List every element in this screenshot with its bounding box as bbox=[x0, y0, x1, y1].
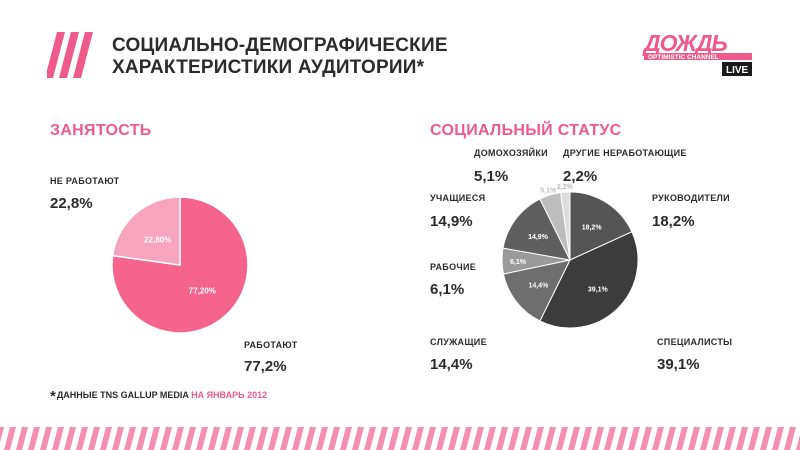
housewives-label: ДОМОХОЗЯЙКИ bbox=[474, 148, 548, 158]
logo-badge-text: LIVE bbox=[726, 65, 749, 76]
employees-label: СЛУЖАЩИЕ bbox=[430, 337, 487, 347]
employees-value: 14,4% bbox=[430, 356, 473, 373]
pie-data-label-руководители: 18,2% bbox=[582, 224, 603, 231]
pie-slice-не-работают bbox=[111, 196, 181, 266]
logo-main-text: ДОЖДЬ bbox=[642, 30, 728, 56]
footnote: *ДАННЫЕ TNS GALLUP MEDIA НА ЯНВАРЬ 2012 bbox=[50, 388, 267, 405]
pie-slice-служащие bbox=[502, 259, 571, 322]
pie-data-label-домохозяйки: 5,1% bbox=[540, 187, 557, 194]
channel-logo: ДОЖДЬ OPTIMISTIC CHANNEL LIVE bbox=[642, 30, 752, 76]
specialists-value: 39,1% bbox=[657, 356, 700, 373]
pie-data-label-учащиеся: 14,9% bbox=[528, 234, 549, 241]
other-label: ДРУГИЕ НЕРАБОТАЮЩИЕ bbox=[563, 148, 687, 158]
employment-heading: ЗАНЯТОСТЬ bbox=[50, 122, 152, 139]
specialists-label: СПЕЦИАЛИСТЫ bbox=[657, 337, 733, 347]
workers-label: РАБОЧИЕ bbox=[430, 262, 477, 272]
employment-pie-chart: 77,20% 22,80% bbox=[111, 196, 249, 334]
pie-data-label-не-работают: 22,80% bbox=[144, 235, 171, 244]
pie-data-label-работают: 77,20% bbox=[189, 287, 216, 296]
footnote-text: ДАННЫЕ TNS GALLUP MEDIA bbox=[56, 390, 192, 400]
not-working-label: НЕ РАБОТАЮТ bbox=[50, 176, 120, 186]
footnote-highlight: НА ЯНВАРЬ 2012 bbox=[191, 390, 268, 400]
page-title-line1: СОЦИАЛЬНО-ДЕМОГРАФИЧЕСКИЕ bbox=[112, 35, 448, 56]
slashes-decoration bbox=[47, 32, 93, 78]
pie-slice-руководители bbox=[569, 191, 633, 261]
students-value: 14,9% bbox=[430, 213, 473, 230]
page-title-line2: ХАРАКТЕРИСТИКИ АУДИТОРИИ* bbox=[112, 57, 425, 78]
pie-data-label-рабочие: 6,1% bbox=[510, 259, 527, 266]
pie-slice-специалисты bbox=[539, 231, 639, 329]
logo-sub-text: OPTIMISTIC CHANNEL bbox=[648, 54, 719, 61]
working-label: РАБОТАЮТ bbox=[244, 340, 298, 350]
managers-label: РУКОВОДИТЕЛИ bbox=[652, 193, 730, 203]
workers-value: 6,1% bbox=[430, 281, 465, 298]
working-value: 77,2% bbox=[244, 358, 287, 375]
pie-data-label-служащие: 14,4% bbox=[528, 283, 549, 290]
housewives-value: 5,1% bbox=[474, 168, 509, 185]
not-working-value: 22,8% bbox=[50, 195, 93, 212]
footnote-star: * bbox=[50, 388, 56, 405]
pie-data-label-другие-неработающие: 2,2% bbox=[557, 184, 574, 191]
page-title: СОЦИАЛЬНО-ДЕМОГРАФИЧЕСКИЕ ХАРАКТЕРИСТИКИ… bbox=[112, 35, 448, 79]
bottom-stripes-decoration bbox=[0, 427, 800, 450]
managers-value: 18,2% bbox=[652, 213, 695, 230]
pie-data-label-специалисты: 39,1% bbox=[588, 287, 609, 294]
other-value: 2,2% bbox=[563, 168, 598, 185]
students-label: УЧАЩИЕСЯ bbox=[430, 193, 486, 203]
pie-slice-другие-неработающие bbox=[560, 191, 571, 261]
pie-slice-учащиеся bbox=[502, 198, 571, 261]
social-heading: СОЦИАЛЬНЫЙ СТАТУС bbox=[430, 122, 622, 139]
social-status-pie-chart: 18,2% 39,1% 14,4% 6,1% 14,9% 5,1% 2,2% bbox=[501, 184, 639, 329]
